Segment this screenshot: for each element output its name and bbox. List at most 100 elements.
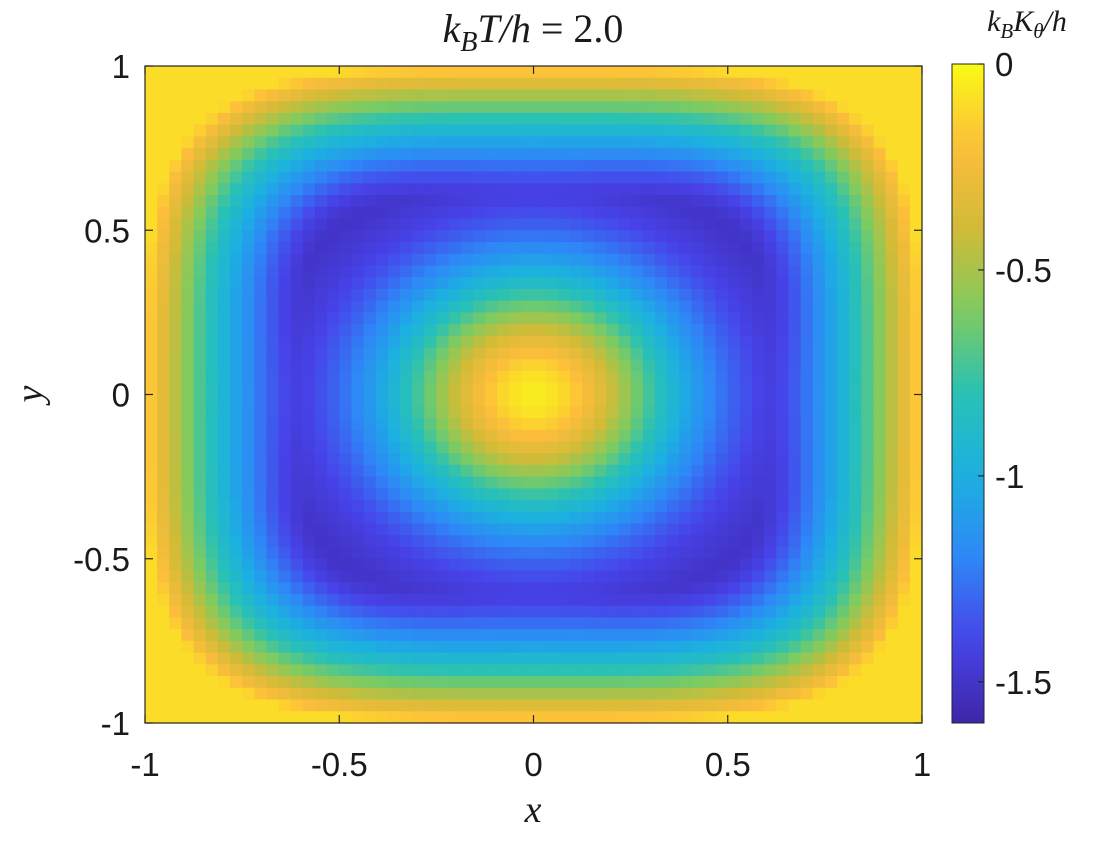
- heatmap-cell: [460, 183, 474, 196]
- heatmap-cell: [618, 206, 632, 220]
- heatmap-cell: [181, 136, 195, 149]
- heatmap-cell: [363, 312, 377, 325]
- heatmap-cell: [169, 382, 183, 396]
- heatmap-cell: [824, 159, 838, 173]
- heatmap-cell: [229, 511, 243, 525]
- heatmap-cell: [460, 101, 474, 114]
- colorbar: [951, 63, 985, 724]
- heatmap-cell: [691, 570, 705, 583]
- heatmap-cell: [667, 265, 680, 278]
- heatmap-cell: [254, 476, 268, 489]
- heatmap-cell: [157, 511, 170, 525]
- heatmap-cell: [557, 453, 571, 466]
- heatmap-cell: [157, 206, 170, 220]
- heatmap-cell: [460, 417, 474, 431]
- heatmap-cell: [715, 101, 729, 114]
- heatmap-cell: [824, 288, 838, 302]
- heatmap-cell: [145, 640, 158, 654]
- heatmap-cell: [266, 429, 280, 443]
- heatmap-cell: [484, 265, 498, 278]
- heatmap-cell: [375, 429, 389, 443]
- heatmap-cell: [837, 593, 850, 607]
- heatmap-cell: [363, 711, 377, 724]
- heatmap-cell: [509, 699, 522, 712]
- heatmap-cell: [557, 464, 571, 478]
- heatmap-cell: [739, 417, 753, 431]
- heatmap-cell: [424, 371, 437, 384]
- heatmap-cell: [739, 429, 753, 443]
- heatmap-cell: [582, 511, 595, 525]
- y-tick-label: -0.5: [73, 541, 130, 578]
- heatmap-cell: [812, 300, 826, 313]
- heatmap-cell: [351, 218, 365, 231]
- heatmap-cell: [594, 359, 607, 372]
- heatmap-cell: [691, 195, 705, 208]
- heatmap-cell: [569, 136, 583, 149]
- heatmap-cell: [157, 159, 170, 173]
- heatmap-cell: [703, 699, 717, 712]
- heatmap-cell: [606, 382, 620, 396]
- heatmap-cell: [424, 476, 437, 489]
- heatmap-cell: [290, 535, 304, 548]
- heatmap-cell: [327, 617, 340, 630]
- heatmap-cell: [509, 382, 522, 396]
- heatmap-cell: [715, 288, 729, 302]
- heatmap-cell: [873, 195, 887, 208]
- heatmap-cell: [509, 206, 522, 220]
- heatmap-cell: [412, 253, 425, 267]
- heatmap-cell: [837, 394, 850, 407]
- heatmap-cell: [412, 476, 425, 489]
- heatmap-cell: [472, 347, 486, 360]
- heatmap-cell: [909, 500, 923, 513]
- heatmap-cell: [229, 629, 243, 642]
- heatmap-cell: [654, 277, 668, 290]
- heatmap-cell: [533, 124, 547, 137]
- heatmap-cell: [314, 394, 328, 407]
- heatmap-cell: [484, 488, 498, 501]
- heatmap-cell: [557, 230, 571, 243]
- heatmap-cell: [861, 676, 875, 689]
- heatmap-cell: [909, 640, 923, 654]
- heatmap-cell: [399, 488, 413, 501]
- heatmap-cell: [521, 652, 535, 665]
- heatmap-cell: [217, 605, 231, 619]
- heatmap-cell: [606, 687, 620, 701]
- heatmap-cell: [302, 230, 316, 243]
- heatmap-cell: [667, 206, 680, 220]
- heatmap-cell: [752, 417, 765, 431]
- heatmap-cell: [521, 429, 535, 443]
- heatmap-cell: [242, 453, 255, 466]
- heatmap-cell: [654, 617, 668, 630]
- heatmap-cell: [375, 136, 389, 149]
- heatmap-cell: [302, 687, 316, 701]
- heatmap-cell: [752, 511, 765, 525]
- heatmap-cell: [764, 312, 777, 325]
- heatmap-cell: [667, 593, 680, 607]
- heatmap-cell: [849, 476, 862, 489]
- heatmap-cell: [679, 324, 692, 337]
- heatmap-cell: [339, 617, 352, 630]
- heatmap-cell: [169, 605, 183, 619]
- heatmap-cell: [266, 476, 280, 489]
- heatmap-cell: [497, 394, 510, 407]
- heatmap-cell: [302, 547, 316, 560]
- heatmap-cell: [557, 253, 571, 267]
- heatmap-cell: [582, 394, 595, 407]
- heatmap-cell: [667, 464, 680, 478]
- heatmap-cell: [788, 288, 802, 302]
- heatmap-cell: [594, 429, 607, 443]
- heatmap-cell: [679, 171, 692, 184]
- heatmap-cell: [387, 183, 401, 196]
- heatmap-cell: [873, 535, 887, 548]
- heatmap-cell: [885, 687, 899, 701]
- heatmap-cell: [314, 241, 328, 255]
- heatmap-cell: [885, 429, 899, 443]
- heatmap-cell: [302, 453, 316, 466]
- heatmap-cell: [727, 652, 741, 665]
- heatmap-cell: [205, 617, 219, 630]
- heatmap-cell: [727, 558, 741, 572]
- heatmap-cell: [509, 511, 522, 525]
- heatmap-cell: [412, 124, 425, 137]
- heatmap-cell: [314, 335, 328, 349]
- heatmap-cell: [448, 511, 462, 525]
